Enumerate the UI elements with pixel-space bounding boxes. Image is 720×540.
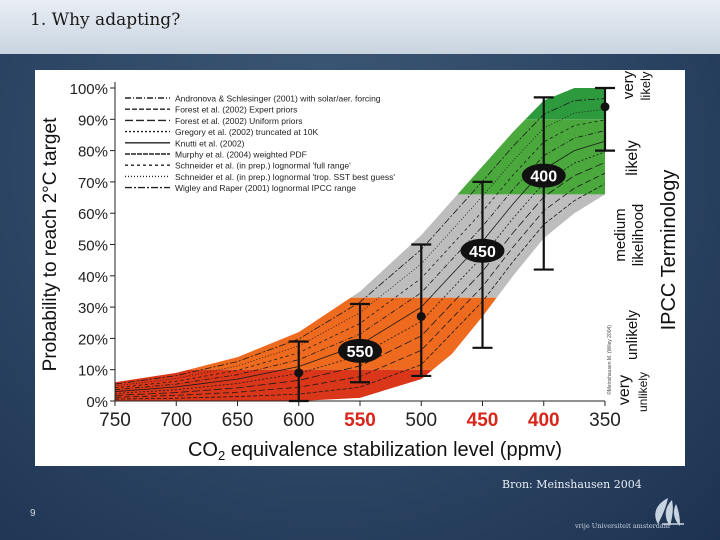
legend-entry: Forest et al. (2002) Uniform priors: [175, 116, 303, 126]
error-bar-point: [416, 311, 426, 321]
x-tick-label: 600: [283, 410, 315, 431]
x-tick-label: 700: [160, 410, 192, 431]
source-caption: Bron: Meinshausen 2004: [502, 478, 642, 491]
university-logo-icon: [655, 498, 684, 526]
terminology-unlikely: unlikely: [624, 309, 641, 360]
chart-svg: 0% 10% 20% 30% 40% 50% 60% 70% 80% 90% 100% 750 700 6…: [40, 70, 680, 463]
x-tick-label: 650: [222, 410, 254, 431]
terminology-likely: likely: [624, 140, 641, 176]
error-bar: [595, 86, 615, 152]
university-logo-text: vrije Universiteit amsterdam: [575, 522, 670, 530]
legend: Andronova & Schlesinger (2001) with sola…: [125, 94, 395, 193]
callout-400: 400: [521, 163, 566, 188]
chart-panel: 0% 10% 20% 30% 40% 50% 60% 70% 80% 90% 100% 750 700 6…: [35, 70, 685, 466]
x-axis-label-co: CO: [188, 439, 218, 461]
y-tick-label: 50%: [78, 238, 108, 255]
y-tick-label: 0%: [86, 394, 108, 411]
error-bar: [411, 243, 432, 378]
y-tick-label: 60%: [78, 206, 108, 223]
terminology-likelihood: likelihood: [630, 204, 647, 267]
x-tick-label: 550: [344, 410, 376, 431]
y-tick-label: 90%: [78, 112, 108, 129]
callout-450: 450: [460, 238, 505, 263]
x-axis-label-sub: 2: [218, 448, 225, 463]
error-bar: [288, 340, 309, 403]
error-bar: [472, 180, 493, 349]
legend-entry: Wigley and Raper (2001) lognormal IPCC r…: [175, 183, 356, 193]
y-axis-label: Probability to reach 2°C target: [40, 117, 61, 371]
x-tick-label: 400: [528, 410, 560, 431]
title-bar: 1. Why adapting?: [0, 0, 720, 54]
legend-entry: Murphy et al. (2004) weighted PDF: [175, 150, 307, 160]
page-number: 9: [30, 508, 36, 519]
callout-bubble: [460, 238, 505, 263]
legend-entry: Schneider et al. (in prep.) lognormal 't…: [175, 172, 395, 182]
y-tick-label: 10%: [78, 363, 108, 380]
callout-label: 450: [469, 244, 496, 261]
callout-bubble: [521, 163, 566, 188]
x-tick-label: 450: [467, 410, 499, 431]
callout-label: 550: [347, 344, 374, 361]
x-tick-label: 750: [99, 410, 131, 431]
error-bar-point: [294, 368, 304, 378]
y-tick-label: 30%: [78, 300, 108, 317]
legend-entry: Forest et al. (2002) Expert priors: [175, 105, 297, 115]
y-tick-label: 20%: [78, 331, 108, 348]
callout-550: 550: [338, 338, 382, 363]
legend-entry: Knutti et al. (2002): [175, 138, 245, 148]
terminology-very-unlikely-1: very: [616, 375, 633, 405]
model-curve: [115, 130, 605, 391]
terminology-very-likely-1: very: [620, 70, 637, 99]
x-tick-label: 500: [405, 410, 437, 431]
callout-bubble: [338, 338, 382, 363]
error-bar-point: [600, 102, 610, 112]
copyright-note: ©Meinshausen M. (Wiley 2004): [606, 325, 613, 395]
y-tick-label: 40%: [78, 269, 108, 286]
y-tick-label: 80%: [78, 144, 108, 161]
model-curve: [115, 172, 605, 398]
terminology-very-likely-2: likely: [638, 71, 653, 100]
legend-entry: Andronova & Schlesinger (2001) with sola…: [175, 94, 381, 104]
legend-entry: Schneider et al. (in prep.) lognormal 'f…: [175, 161, 351, 171]
callout-label: 400: [530, 169, 557, 186]
terminology-very-unlikely-2: unlikely: [636, 372, 650, 412]
x-axis-label: CO2 equivalence stabilization level (ppm…: [188, 439, 562, 463]
y-tick-label: 70%: [78, 175, 108, 192]
x-axis-label-rest: equivalence stabilization level (ppmv): [225, 439, 562, 461]
terminology-medium: medium: [612, 208, 629, 261]
zone-medium-likelihood: [115, 194, 605, 298]
legend-entry: Gregory et al. (2002) truncated at 10K: [175, 127, 318, 137]
x-tick-label: 350: [589, 410, 621, 431]
y-tick-label: 100%: [70, 81, 108, 98]
slide-title: 1. Why adapting?: [30, 10, 181, 30]
model-curve: [115, 183, 605, 400]
terminology-title: IPCC Terminology: [658, 170, 680, 331]
